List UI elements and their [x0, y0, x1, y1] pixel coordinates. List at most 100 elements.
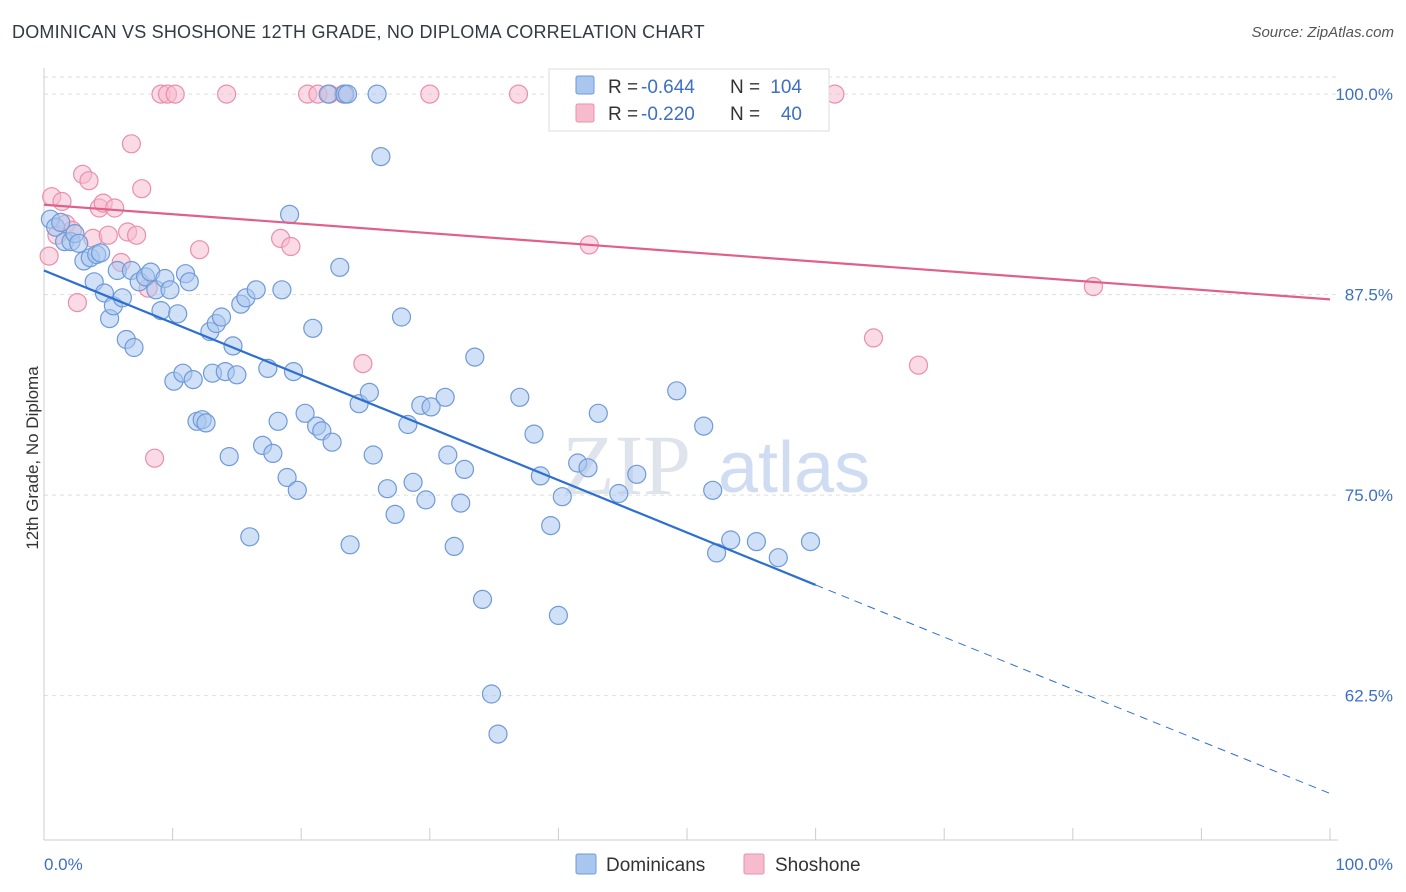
grid-layer	[44, 76, 1338, 697]
point-dominicans-99	[627, 464, 647, 484]
x-tick-label-1: 100.0%	[1335, 855, 1393, 874]
point-dominicans-70	[367, 84, 387, 104]
point-shoshone-18	[132, 179, 152, 199]
point-dominicans-62	[322, 432, 342, 452]
point-shoshone-32	[353, 354, 373, 374]
point-dominicans-24	[151, 301, 171, 321]
point-dominicans-69	[363, 445, 383, 465]
point-dominicans-73	[385, 504, 405, 525]
legend-r-value-shoshone: -0.220	[641, 104, 695, 125]
trend-line-dominicans	[43, 269, 817, 586]
point-shoshone-33	[420, 84, 440, 104]
bottom-legend-swatch-shoshone	[743, 853, 765, 875]
point-dominicans-74	[391, 307, 412, 327]
watermark-atlas: atlas	[718, 428, 870, 508]
point-shoshone-39	[1083, 277, 1104, 297]
legend-n-value-shoshone: 40	[781, 104, 802, 125]
chart-title: DOMINICAN VS SHOSHONE 12TH GRADE, NO DIP…	[12, 22, 705, 42]
point-dominicans-87	[481, 684, 502, 704]
point-dominicans-57	[295, 403, 315, 423]
point-shoshone-17	[127, 225, 147, 245]
point-shoshone-34	[508, 84, 529, 104]
point-dominicans-46	[240, 527, 260, 547]
point-dominicans-53	[277, 467, 297, 488]
bottom-legend: Dominicans Shoshone	[575, 853, 861, 876]
point-dominicans-28	[168, 304, 188, 324]
x-tick-label-0: 0.0%	[44, 855, 83, 874]
point-dominicans-107	[800, 531, 821, 552]
point-shoshone-24	[190, 240, 210, 260]
point-dominicans-41	[219, 447, 239, 467]
legend-n-value-dominicans: 104	[770, 77, 802, 98]
point-dominicans-90	[524, 424, 544, 444]
bottom-legend-swatch-dominicans	[575, 853, 597, 875]
point-dominicans-6	[69, 233, 89, 253]
point-dominicans-102	[703, 480, 723, 500]
point-dominicans-86	[472, 589, 493, 610]
point-dominicans-80	[435, 387, 455, 407]
point-dominicans-89	[510, 387, 530, 407]
point-dominicans-98	[609, 483, 629, 504]
point-dominicans-52	[272, 280, 292, 300]
point-dominicans-51	[268, 411, 288, 431]
point-dominicans-43	[227, 365, 247, 385]
point-shoshone-13	[105, 198, 125, 218]
point-dominicans-82	[444, 536, 464, 557]
point-dominicans-105	[746, 531, 767, 552]
bottom-legend-label-dominicans: Dominicans	[606, 855, 705, 876]
point-dominicans-66	[340, 535, 360, 555]
point-dominicans-72	[377, 479, 397, 499]
y-tick-label-1: 87.5%	[1345, 286, 1393, 305]
point-dominicans-63	[330, 257, 350, 277]
trend-layer	[43, 203, 1331, 794]
legend-frame	[548, 68, 830, 132]
point-dominicans-92	[541, 515, 561, 536]
point-dominicans-58	[303, 318, 323, 338]
axis-layer: 100.0% 87.5% 75.0% 62.5% 0.0% 100.0%	[43, 68, 1393, 874]
point-dominicans-47	[246, 280, 266, 300]
point-shoshone-38	[908, 355, 929, 375]
point-dominicans-68	[359, 382, 379, 402]
point-dominicans-78	[416, 490, 436, 510]
point-dominicans-104	[721, 530, 741, 550]
point-dominicans-26	[160, 280, 180, 300]
point-dominicans-32	[183, 370, 203, 390]
point-shoshone-23	[165, 84, 185, 104]
point-dominicans-2	[51, 212, 71, 232]
point-dominicans-97	[588, 403, 608, 423]
chart-source: Source: ZipAtlas.com	[1251, 24, 1394, 41]
point-shoshone-6	[67, 293, 88, 313]
point-dominicans-85	[465, 347, 485, 367]
point-dominicans-50	[263, 443, 283, 463]
legend-r-label-shoshone: R =	[608, 104, 638, 125]
legend-swatch-dominicans	[575, 75, 595, 95]
y-tick-label-0: 100.0%	[1335, 85, 1393, 104]
legend-n-label-shoshone: N =	[730, 104, 760, 125]
point-dominicans-106	[768, 548, 788, 568]
y-tick-label-3: 62.5%	[1345, 687, 1393, 706]
legend: R = -0.644 N = 104 R = -0.220 N = 40	[548, 68, 830, 132]
point-shoshone-3	[52, 191, 72, 212]
point-shoshone-37	[863, 328, 884, 348]
point-dominicans-35	[196, 413, 216, 433]
legend-n-label-dominicans: N =	[730, 77, 760, 98]
trend-line-dominicans-extension	[815, 584, 1331, 794]
y-axis-label-text: 12th Grade, No Diploma	[23, 366, 42, 550]
point-shoshone-25	[217, 84, 237, 104]
point-dominicans-93	[548, 605, 569, 626]
point-shoshone-8	[79, 171, 99, 191]
point-dominicans-94	[552, 487, 572, 507]
point-dominicans-96	[578, 458, 598, 478]
points-layer	[39, 84, 1104, 744]
point-shoshone-27	[281, 236, 301, 257]
point-dominicans-83	[451, 493, 471, 513]
point-dominicans-61	[318, 84, 338, 104]
point-dominicans-76	[403, 472, 423, 492]
legend-swatch-shoshone	[575, 103, 595, 123]
legend-r-value-dominicans: -0.644	[641, 77, 695, 98]
point-dominicans-101	[694, 416, 714, 436]
point-dominicans-19	[124, 337, 144, 358]
point-dominicans-81	[438, 445, 458, 465]
point-shoshone-16	[121, 134, 141, 154]
